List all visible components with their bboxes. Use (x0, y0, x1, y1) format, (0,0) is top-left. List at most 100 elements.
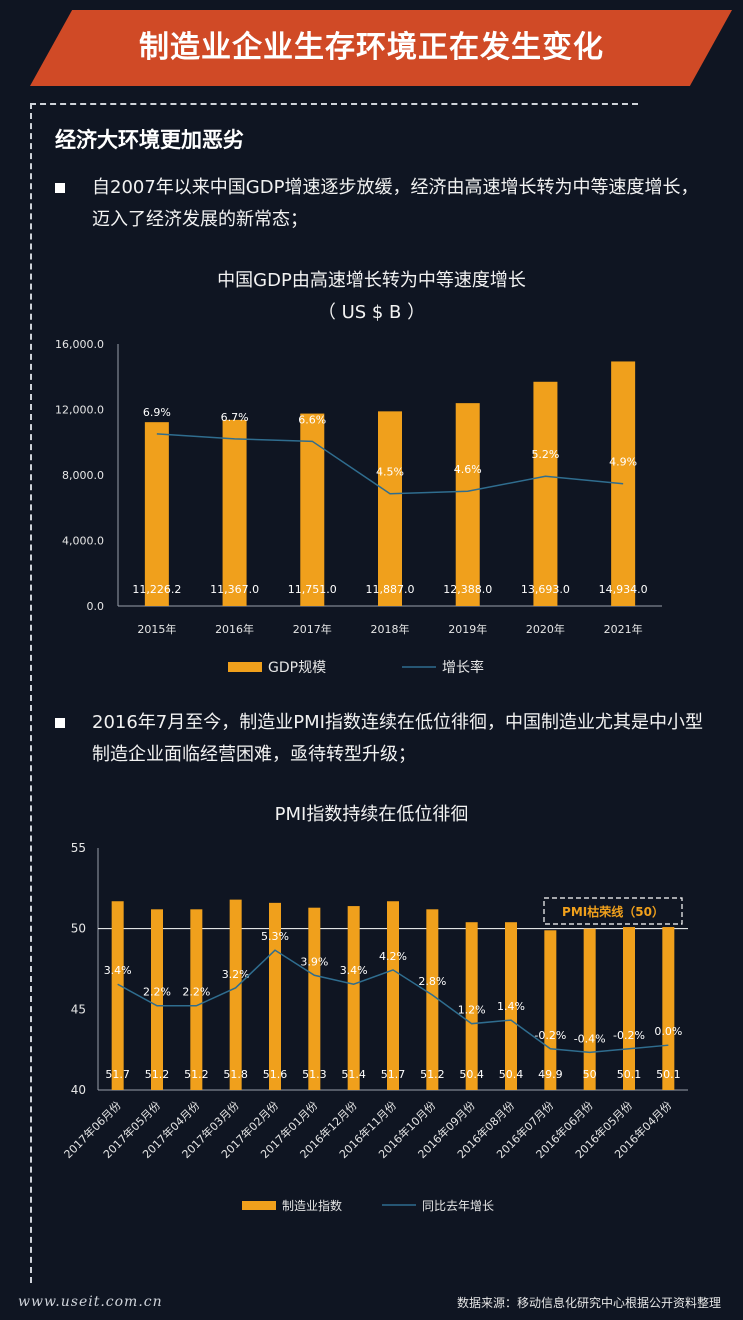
x-tick-label: 2017年02月份 (218, 1098, 281, 1161)
growth-rate-label: 4.5% (376, 466, 404, 479)
pmi-bar (387, 901, 399, 1090)
yoy-growth-label: -0.4% (574, 1032, 606, 1045)
pmi-bar-value-label: 50.1 (656, 1068, 681, 1081)
pmi-bar-value-label: 49.9 (538, 1068, 563, 1081)
gdp-bar-value-label: 11,751.0 (288, 583, 337, 596)
x-tick-label: 2017年06月份 (61, 1098, 124, 1161)
legend-bar-swatch (228, 662, 262, 672)
gdp-bar (611, 361, 636, 606)
pmi-bar (229, 899, 242, 1090)
gdp-bar (222, 419, 247, 606)
pmi-bar-value-label: 51.7 (105, 1068, 130, 1081)
growth-rate-label: 6.9% (143, 406, 171, 419)
growth-rate-label: 6.6% (298, 413, 326, 426)
legend-line-label: 同比去年增长 (422, 1199, 494, 1213)
y-tick-label: 0.0 (87, 600, 105, 613)
gdp-bar (378, 411, 402, 606)
gdp-bar-value-label: 11,226.2 (132, 583, 181, 596)
yoy-growth-label: 2.2% (143, 986, 171, 999)
pmi-bar (190, 909, 203, 1090)
page-title: 制造业企业生存环境正在发生变化 (139, 30, 604, 65)
x-tick-label: 2015年 (137, 622, 176, 636)
pmi-bar-value-label: 51.7 (381, 1068, 406, 1081)
bullet-line: 迈入了经济发展的新常态； (92, 209, 308, 230)
x-tick-label: 2016年11月份 (336, 1098, 399, 1161)
gdp-bar-value-label: 11,887.0 (366, 583, 415, 596)
growth-rate-label: 4.6% (454, 463, 482, 476)
pmi-bar (269, 902, 281, 1090)
y-tick-label: 16,000.0 (55, 338, 104, 351)
pmi-bar (426, 909, 439, 1090)
x-tick-label: 2016年08月份 (454, 1098, 517, 1161)
gdp-bar-value-label: 12,388.0 (443, 583, 492, 596)
website-watermark: www.useit.com.cn (18, 1294, 163, 1310)
yoy-growth-label: 3.9% (300, 955, 328, 968)
data-source: 数据来源：移动信息化研究中心根据公开资料整理 (456, 1296, 721, 1310)
y-tick-label: 8,000.0 (62, 469, 104, 482)
x-tick-label: 2017年03月份 (179, 1098, 242, 1161)
x-tick-label: 2016年09月份 (415, 1098, 478, 1161)
legend-bar-label: 制造业指数 (282, 1198, 342, 1213)
pmi-bar-value-label: 51.4 (341, 1068, 366, 1081)
growth-rate-label: 4.9% (609, 456, 637, 469)
gdp-bar (455, 403, 480, 606)
pmi-bar (544, 930, 557, 1090)
pmi-bar-value-label: 50 (583, 1068, 597, 1081)
growth-rate-line (156, 433, 624, 495)
bullet-square-icon (55, 183, 65, 193)
pmi-bar (623, 927, 635, 1090)
growth-rate-label: 5.2% (531, 448, 559, 461)
bullet-square-icon (55, 718, 65, 728)
legend-bar-label: GDP规模 (268, 660, 326, 676)
yoy-growth-label: 4.2% (379, 950, 407, 963)
gdp-bar (533, 381, 558, 606)
pmi-bar-value-label: 51.6 (263, 1068, 288, 1081)
gdp-chart-subtitle: （ US $ B ） (317, 302, 426, 323)
pmi-bar-value-label: 50.4 (459, 1068, 484, 1081)
threshold-callout-label: PMI枯荣线（50） (562, 904, 664, 919)
x-tick-label: 2016年 (215, 622, 254, 636)
threshold-callout-box (543, 897, 683, 925)
gdp-bar-value-label: 14,934.0 (599, 583, 648, 596)
yoy-growth-label: 3.4% (340, 964, 368, 977)
pmi-bar-value-label: 51.8 (223, 1068, 248, 1081)
legend-bar-swatch (242, 1201, 276, 1210)
yoy-growth-line (117, 949, 669, 1054)
x-tick-label: 2019年 (448, 622, 487, 636)
yoy-growth-label: 3.4% (104, 964, 132, 977)
yoy-growth-label: -0.2% (534, 1029, 566, 1042)
y-tick-label: 50 (71, 922, 86, 936)
x-tick-label: 2020年 (526, 622, 565, 636)
y-tick-label: 45 (71, 1002, 86, 1016)
x-tick-label: 2017年01月份 (258, 1098, 321, 1161)
section-title: 经济大环境更加恶劣 (55, 128, 244, 152)
y-tick-label: 40 (71, 1083, 86, 1097)
pmi-bar (111, 901, 124, 1090)
x-tick-label: 2017年05月份 (100, 1098, 163, 1161)
title-banner (30, 10, 732, 86)
yoy-growth-label: 3.2% (222, 968, 250, 981)
bullet-text-pmi: 2016年7月至今，制造业PMI指数连续在低位徘徊，中国制造业尤其是中小型 制造… (92, 707, 722, 771)
gdp-bar (144, 422, 169, 606)
pmi-bar (308, 907, 321, 1090)
pmi-bar (465, 922, 478, 1090)
x-tick-label: 2016年12月份 (297, 1098, 360, 1161)
pmi-bar-value-label: 50.1 (617, 1068, 642, 1081)
x-tick-label: 2016年07月份 (494, 1098, 557, 1161)
pmi-bar (662, 927, 675, 1090)
bullet-line: 自2007年以来中国GDP增速逐步放缓，经济由高速增长转为中等速度增长， (92, 177, 699, 198)
bullet-line: 2016年7月至今，制造业PMI指数连续在低位徘徊，中国制造业尤其是中小型 (92, 712, 703, 733)
pmi-bar (505, 922, 517, 1090)
growth-rate-label: 6.7% (221, 411, 249, 424)
pmi-bar-value-label: 50.4 (499, 1068, 524, 1081)
yoy-growth-label: 1.4% (497, 1000, 525, 1013)
dashed-frame-top (30, 103, 638, 105)
yoy-growth-label: 5.3% (261, 930, 289, 943)
legend-line-label: 增长率 (442, 659, 484, 676)
yoy-growth-label: -0.2% (613, 1029, 645, 1042)
pmi-bar (151, 909, 163, 1090)
yoy-growth-label: 2.8% (418, 975, 446, 988)
pmi-bar (347, 906, 360, 1090)
x-tick-label: 2017年 (293, 622, 332, 636)
x-tick-label: 2016年06月份 (533, 1098, 596, 1161)
